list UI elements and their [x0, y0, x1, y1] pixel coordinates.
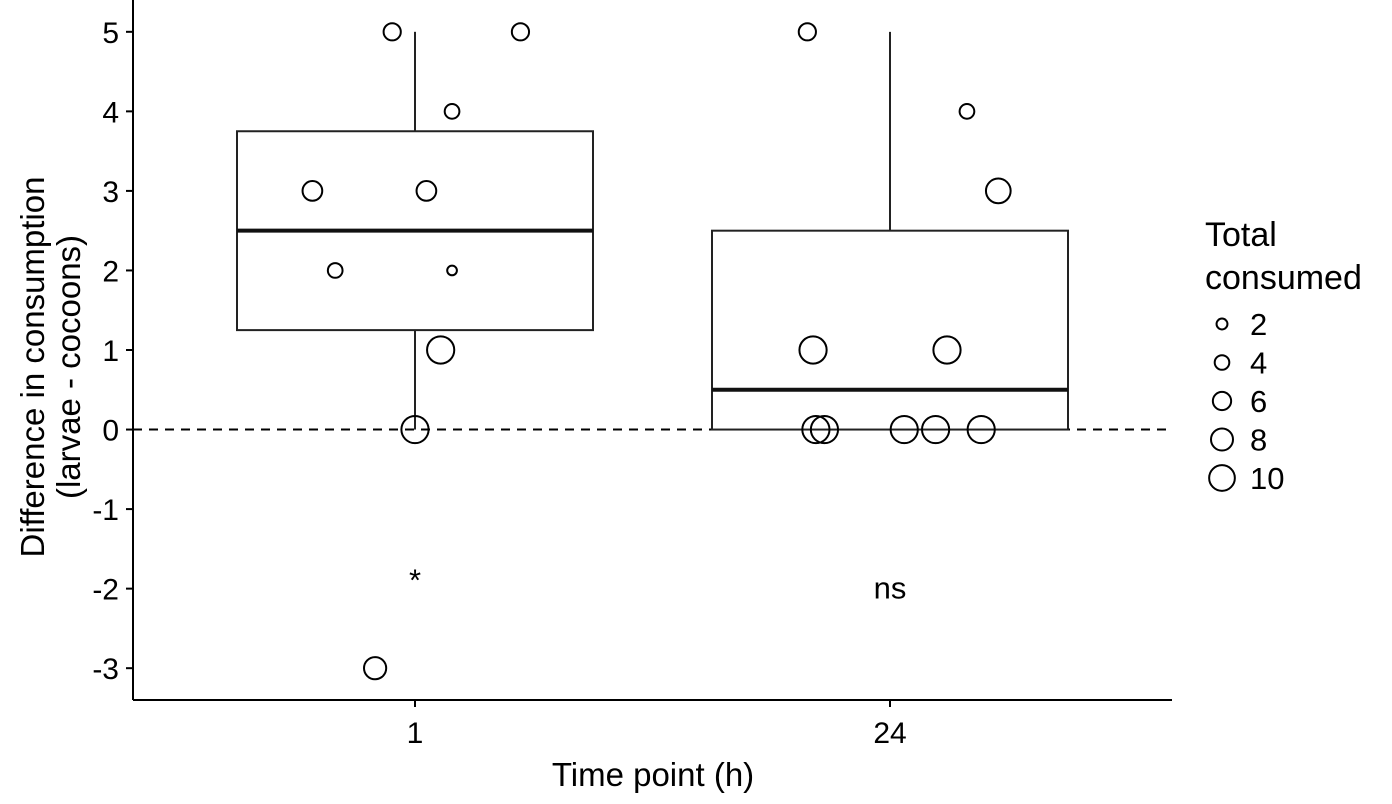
y-tick-label--2: -2 [92, 574, 119, 607]
legend-key-4 [1213, 354, 1231, 371]
data-point-1-1 [510, 22, 531, 42]
y-axis-title-line-1: Difference in consumption [14, 177, 51, 558]
data-point-24-10 [797, 22, 817, 42]
data-point-1-0 [382, 22, 402, 42]
legend-key-2 [1215, 317, 1229, 331]
y-tick-label-4: 4 [102, 96, 119, 129]
axes-layer: -3 -2 -1 0 1 2 3 4 5 1 24 [92, 0, 1172, 750]
size-legend: Total consumed 2 46 810 [1205, 216, 1362, 496]
x-tick-label-1: 1 [407, 717, 424, 750]
legend-title-line-1: Total [1205, 216, 1277, 254]
y-tick-label--3: -3 [92, 653, 119, 686]
legend-label-8: 8 [1250, 423, 1267, 458]
data-point-24-19 [966, 414, 996, 445]
legend-label-4: 4 [1250, 346, 1267, 381]
data-point-24-18 [921, 414, 951, 445]
data-point-24-15 [801, 414, 831, 445]
legend-label-6: 6 [1250, 384, 1267, 419]
legend-title-line-2: consumed [1205, 259, 1362, 297]
legend-key-10 [1208, 464, 1236, 492]
data-point-1-9 [363, 656, 388, 681]
boxes-layer [236, 31, 1069, 431]
data-point-24-11 [958, 103, 976, 120]
data-point-24-12 [984, 177, 1012, 205]
box-24-iqr-rect [711, 229, 1069, 431]
y-tick-label-1: 1 [102, 335, 119, 368]
data-point-1-6 [446, 264, 458, 277]
y-tick-label--1: -1 [92, 494, 119, 527]
y-tick-label-5: 5 [102, 17, 119, 50]
data-point-24-13 [798, 335, 828, 365]
annotation-24: ns [874, 571, 907, 606]
data-point-1-2 [443, 103, 461, 120]
annotations-layer: * ns [409, 563, 906, 606]
data-point-1-7 [426, 335, 456, 365]
data-point-1-8 [400, 414, 430, 445]
data-point-1-5 [326, 262, 344, 279]
y-tick-label-0: 0 [102, 415, 119, 448]
annotation-1: * [409, 563, 421, 598]
data-point-24-16 [809, 414, 840, 445]
x-axis-title: Time point (h) [552, 756, 754, 793]
y-axis-title-line-2: (larvae - cocoons) [50, 235, 87, 499]
legend-key-6 [1211, 390, 1233, 412]
data-point-1-4 [415, 180, 438, 202]
legend-label-2: 2 [1250, 307, 1267, 342]
legend-key-8 [1210, 427, 1234, 452]
x-tick-label-24: 24 [873, 717, 906, 750]
y-axis-title: Difference in consumption (larvae - coco… [14, 177, 87, 558]
y-tick-label-3: 3 [102, 176, 119, 209]
legend-label-10: 10 [1250, 461, 1284, 496]
data-point-24-17 [889, 414, 919, 445]
data-point-1-3 [301, 180, 324, 202]
y-tick-label-2: 2 [102, 255, 119, 288]
data-point-24-14 [932, 335, 962, 365]
points-layer [301, 22, 1012, 681]
